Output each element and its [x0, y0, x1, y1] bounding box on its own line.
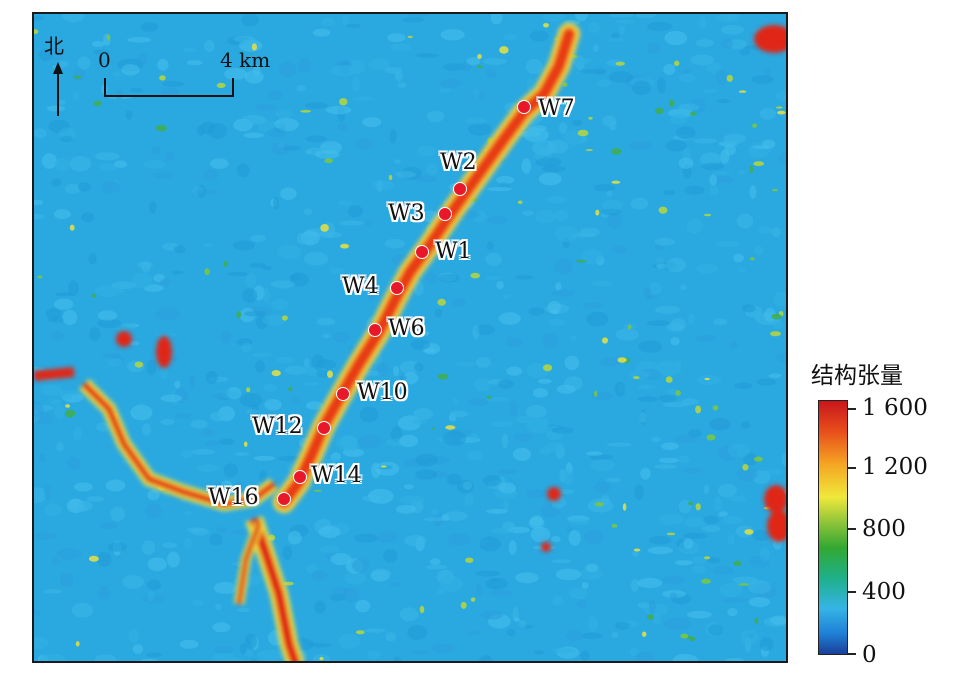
- structure-tensor-map: [32, 12, 788, 663]
- legend-tick: [848, 591, 856, 593]
- well-label-w1: W1: [435, 239, 472, 264]
- legend-tick-label-0: 0: [862, 642, 877, 668]
- north-arrow-icon: [53, 62, 63, 116]
- scale-bar: [104, 78, 234, 97]
- well-label-w6: W6: [388, 316, 425, 341]
- legend-tick-label-1200: 1 200: [862, 454, 928, 480]
- well-marker-w7: [517, 100, 531, 114]
- well-marker-w16: [277, 492, 291, 506]
- well-marker-w1: [415, 245, 429, 259]
- well-marker-w2: [453, 182, 467, 196]
- well-label-w14: W14: [311, 463, 362, 488]
- north-label: 北: [44, 34, 64, 58]
- map-raster: [34, 14, 786, 661]
- fault-zone-branches: [34, 25, 786, 661]
- legend-title: 结构张量: [811, 363, 903, 389]
- legend-tick-label-400: 400: [862, 579, 906, 605]
- well-label-w12: W12: [252, 414, 303, 439]
- well-marker-w12: [317, 421, 331, 435]
- legend-tick: [848, 467, 856, 469]
- scale-bar-start-label: 0: [98, 48, 111, 72]
- scale-bar-end-label: 4 km: [220, 48, 271, 72]
- well-marker-w3: [438, 207, 452, 221]
- legend-color-bar: [818, 400, 848, 655]
- well-label-w10: W10: [357, 380, 408, 405]
- well-label-w4: W4: [342, 274, 379, 299]
- legend-tick-label-800: 800: [862, 516, 906, 542]
- well-label-w3: W3: [388, 201, 425, 226]
- noise-texture: [34, 14, 786, 661]
- well-marker-w6: [368, 323, 382, 337]
- well-label-w7: W7: [538, 96, 575, 121]
- legend-tick: [848, 653, 856, 655]
- legend-tick: [848, 528, 856, 530]
- well-marker-w14: [293, 470, 307, 484]
- well-marker-w4: [390, 281, 404, 295]
- well-label-w2: W2: [440, 150, 477, 175]
- well-marker-w10: [336, 387, 350, 401]
- legend-tick-label-1600: 1 600: [862, 395, 928, 421]
- legend-tick: [848, 408, 856, 410]
- well-label-w16: W16: [208, 485, 259, 510]
